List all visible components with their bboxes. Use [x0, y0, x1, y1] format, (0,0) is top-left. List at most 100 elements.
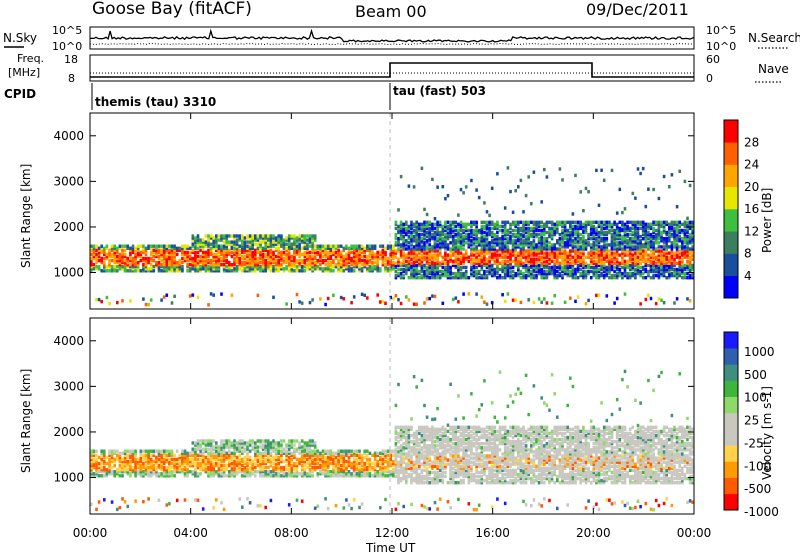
- scatter-cell: [660, 253, 663, 257]
- scatter-cell: [493, 241, 497, 245]
- scatter-cell: [134, 459, 137, 464]
- scatter-cell: [483, 263, 486, 268]
- scatter-cell: [490, 220, 494, 224]
- scatter-cell: [147, 269, 150, 273]
- scatter-cell: [386, 269, 390, 273]
- scatter-cell: [662, 269, 666, 274]
- scatter-cell: [522, 226, 525, 231]
- scatter-cell: [230, 234, 234, 238]
- scatter-cell: [688, 299, 692, 303]
- scatter-cell: [670, 245, 674, 249]
- scatter-cell: [662, 263, 666, 268]
- scatter-cell: [350, 250, 353, 255]
- scatter-cell: [438, 261, 442, 265]
- scatter-cell: [587, 234, 590, 239]
- scatter-cell: [691, 267, 694, 272]
- scatter-cell: [389, 269, 392, 273]
- scatter-cell: [129, 265, 132, 269]
- scatter-cell: [209, 265, 213, 269]
- scatter-cell: [571, 239, 575, 243]
- scatter-cell: [295, 248, 299, 252]
- scatter-cell: [277, 263, 280, 267]
- scatter-cell: [462, 243, 465, 247]
- scatter-cell: [675, 237, 679, 241]
- scatter-cell: [503, 222, 507, 226]
- scatter-cell: [298, 459, 301, 464]
- freq-label-line1: Freq.: [17, 52, 44, 65]
- scatter-cell: [639, 243, 642, 247]
- scatter-cell: [157, 465, 161, 470]
- scatter-cell: [215, 470, 218, 474]
- scatter-cell: [149, 465, 153, 470]
- scatter-cell: [347, 248, 351, 252]
- scatter-cell: [191, 267, 195, 271]
- scatter-cell: [602, 247, 606, 251]
- scatter-cell: [381, 252, 385, 257]
- scatter-cell: [313, 248, 317, 252]
- scatter-cell: [597, 263, 601, 268]
- scatter-cell: [436, 243, 439, 247]
- scatter-cell: [207, 459, 210, 464]
- scatter-cell: [485, 276, 489, 280]
- scatter-cell: [665, 267, 668, 272]
- scatter-cell: [608, 269, 611, 274]
- scatter-cell: [519, 241, 523, 245]
- scatter-cell: [345, 252, 348, 257]
- scatter-cell: [545, 276, 549, 280]
- scatter-cell: [662, 224, 666, 229]
- scatter-cell: [238, 463, 241, 468]
- scatter-cell: [186, 258, 189, 263]
- scatter-cell: [647, 241, 650, 245]
- scatter-cell: [280, 267, 283, 271]
- scatter-cell: [410, 267, 413, 272]
- scatter-cell: [615, 230, 619, 235]
- scatter-cell: [293, 474, 296, 478]
- scatter-cell: [592, 220, 596, 224]
- scatter-cell: [553, 247, 556, 251]
- scatter-cell: [475, 255, 478, 259]
- scatter-cell: [157, 256, 161, 261]
- scatter-cell: [194, 449, 197, 453]
- scatter-cell: [126, 449, 129, 453]
- scatter-cell: [420, 237, 424, 241]
- scatter-cell: [298, 300, 301, 304]
- scatter-cell: [410, 239, 413, 243]
- scatter-cell: [118, 254, 122, 259]
- scatter-cell: [477, 276, 481, 280]
- scatter-cell: [168, 459, 171, 464]
- scatter-cell: [386, 244, 390, 248]
- scatter-cell: [285, 453, 288, 457]
- scatter-cell: [454, 251, 458, 255]
- scatter-cell: [194, 498, 197, 502]
- scatter-cell: [652, 267, 655, 272]
- scatter-cell: [535, 259, 538, 263]
- scatter-cell: [467, 237, 471, 241]
- scatter-cell: [264, 254, 267, 259]
- scatter-cell: [209, 439, 213, 443]
- scatter-cell: [457, 267, 460, 272]
- scatter-cell: [381, 244, 385, 248]
- scatter-cell: [501, 230, 504, 235]
- scatter-cell: [267, 254, 270, 259]
- scatter-cell: [524, 276, 528, 280]
- scatter-cell: [558, 255, 562, 259]
- scatter-cell: [376, 260, 379, 265]
- scatter-cell: [428, 271, 431, 276]
- scatter-cell: [123, 254, 127, 259]
- scatter-cell: [269, 451, 273, 455]
- scatter-cell: [652, 263, 655, 268]
- scatter-cell: [532, 170, 536, 174]
- scatter-cell: [394, 241, 398, 245]
- scatter-cell: [246, 265, 249, 269]
- scatter-cell: [446, 220, 450, 224]
- scatter-cell: [246, 269, 249, 273]
- scatter-cell: [631, 222, 635, 226]
- scatter-cell: [597, 203, 601, 207]
- scatter-cell: [644, 249, 648, 253]
- scatter-cell: [215, 463, 218, 468]
- scatter-cell: [597, 234, 601, 239]
- scatter-cell: [209, 459, 213, 464]
- scatter-cell: [360, 250, 364, 255]
- scatter-cell: [600, 257, 603, 261]
- scatter-cell: [222, 472, 226, 476]
